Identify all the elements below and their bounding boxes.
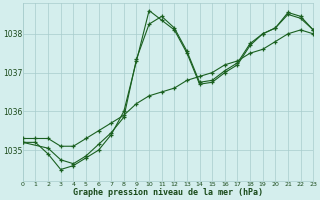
X-axis label: Graphe pression niveau de la mer (hPa): Graphe pression niveau de la mer (hPa) [73, 188, 263, 197]
